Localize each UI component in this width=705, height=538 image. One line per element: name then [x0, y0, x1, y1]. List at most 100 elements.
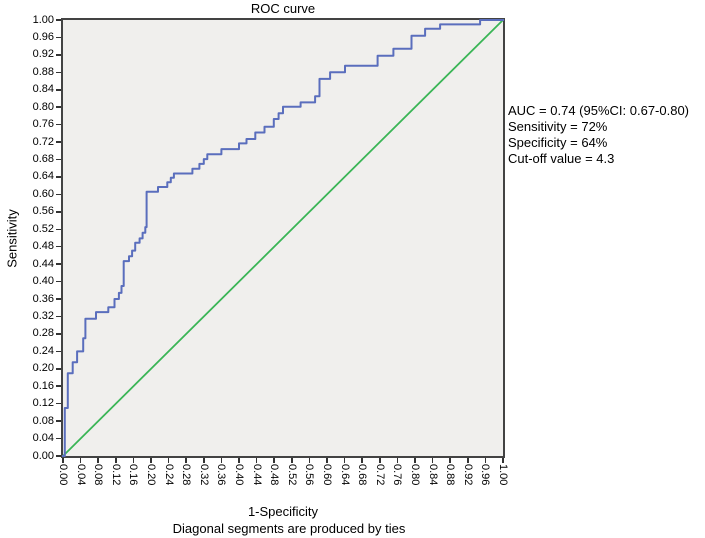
x-tick-label: 0.76: [391, 464, 404, 486]
annotation-line-cutoff: Cut-off value = 4.3: [508, 151, 615, 166]
x-tick-mark: [308, 458, 311, 463]
y-tick-mark: [56, 193, 61, 196]
x-tick-label: 0.80: [409, 464, 421, 486]
x-tick-label: 0.88: [444, 464, 457, 486]
y-tick-mark: [56, 315, 61, 318]
x-tick-label: 0.40: [233, 464, 245, 486]
y-tick-mark: [56, 280, 61, 283]
x-tick-mark: [203, 458, 205, 463]
y-tick-label: 0.52: [32, 222, 54, 235]
y-tick-mark: [56, 420, 61, 422]
y-tick-label: 0.76: [32, 118, 54, 131]
y-tick-label: 0.32: [32, 309, 54, 322]
x-tick-mark: [291, 458, 293, 463]
y-tick-label: 0.84: [32, 83, 54, 96]
x-tick-label: 0.60: [321, 464, 333, 486]
x-tick-mark: [150, 458, 152, 463]
y-tick-mark: [56, 54, 61, 56]
x-tick-label: 0.48: [268, 464, 281, 486]
x-tick-label: 0.52: [285, 464, 298, 486]
x-tick-label: 0.32: [197, 464, 210, 486]
x-tick-mark: [238, 458, 240, 463]
y-tick-label: 0.08: [32, 414, 54, 427]
y-tick-mark: [56, 19, 61, 21]
y-tick-label: 0.88: [32, 65, 54, 78]
x-tick-label: 0.20: [145, 464, 157, 486]
footnote: Diagonal segments are produced by ties: [172, 521, 406, 536]
y-tick-label: 0.24: [32, 344, 54, 357]
y-tick-mark: [56, 402, 61, 405]
y-tick-mark: [56, 350, 61, 353]
x-tick-mark: [185, 458, 187, 463]
y-tick-label: 0.96: [32, 30, 54, 43]
x-tick-mark: [361, 458, 363, 463]
y-tick-mark: [56, 106, 61, 108]
y-tick-label: 1.00: [32, 13, 54, 26]
x-tick-mark: [343, 458, 346, 463]
x-tick-label: 1.00: [497, 464, 509, 486]
x-tick-mark: [255, 458, 258, 463]
x-tick-mark: [449, 458, 451, 463]
y-tick-label: 0.60: [32, 187, 54, 200]
x-tick-mark: [115, 458, 117, 463]
y-tick-label: 0.36: [32, 292, 54, 305]
y-tick-mark: [56, 36, 61, 39]
y-tick-mark: [56, 333, 61, 335]
x-tick-mark: [97, 458, 99, 463]
annotation-line-sensitivity: Sensitivity = 72%: [508, 119, 608, 134]
y-tick-label: 0.04: [32, 432, 54, 445]
roc-chart-svg: [61, 18, 505, 458]
roc-curve-line: [62, 19, 504, 457]
x-tick-label: 0.04: [74, 464, 87, 486]
y-tick-mark: [56, 263, 61, 265]
y-tick-label: 0.64: [32, 170, 54, 183]
x-tick-label: 0.00: [57, 464, 69, 486]
x-tick-label: 0.72: [373, 464, 386, 486]
x-tick-label: 0.64: [338, 464, 351, 486]
y-tick-label: 0.72: [32, 135, 54, 148]
x-tick-label: 0.12: [109, 464, 122, 486]
x-tick-mark: [326, 458, 328, 463]
x-tick-mark: [167, 458, 170, 463]
x-tick-label: 0.28: [180, 464, 193, 486]
y-tick-mark: [56, 455, 61, 457]
annotation-line-specificity: Specificity = 64%: [508, 135, 608, 150]
x-tick-label: 0.44: [250, 464, 263, 486]
y-tick-label: 0.48: [32, 240, 54, 253]
chart-title: ROC curve: [250, 1, 316, 16]
y-tick-mark: [56, 176, 61, 178]
y-tick-mark: [56, 385, 61, 387]
x-tick-label: 0.08: [92, 464, 105, 486]
x-tick-label: 0.92: [461, 464, 474, 486]
x-axis-title: 1-Specificity: [247, 504, 319, 519]
y-tick-mark: [56, 228, 61, 231]
x-tick-mark: [79, 458, 82, 463]
x-tick-mark: [414, 458, 416, 463]
y-tick-mark: [56, 368, 61, 370]
x-tick-mark: [484, 458, 487, 463]
x-tick-label: 0.68: [356, 464, 369, 486]
x-tick-label: 0.36: [215, 464, 228, 486]
annotation-block: AUC = 0.74 (95%CI: 0.67-0.80) Sensitivit…: [508, 103, 689, 167]
y-tick-mark: [56, 89, 61, 91]
y-tick-label: 0.68: [32, 153, 54, 166]
x-tick-label: 0.84: [426, 464, 439, 486]
y-tick-mark: [56, 71, 61, 74]
x-tick-mark: [220, 458, 223, 463]
y-tick-mark: [56, 298, 61, 300]
y-tick-label: 0.56: [32, 205, 54, 218]
y-tick-label: 0.12: [32, 397, 54, 410]
y-tick-mark: [56, 245, 61, 248]
reference-diagonal-line: [61, 18, 505, 458]
y-tick-label: 0.16: [32, 379, 54, 392]
y-tick-mark: [56, 211, 61, 213]
x-tick-label: 0.16: [127, 464, 140, 486]
x-tick-mark: [379, 458, 381, 463]
y-tick-label: 0.44: [32, 257, 54, 270]
x-tick-mark: [502, 458, 504, 463]
x-tick-mark: [273, 458, 275, 463]
x-tick-label: 0.24: [162, 464, 175, 486]
y-tick-mark: [56, 437, 61, 440]
x-tick-label: 0.56: [303, 464, 316, 486]
